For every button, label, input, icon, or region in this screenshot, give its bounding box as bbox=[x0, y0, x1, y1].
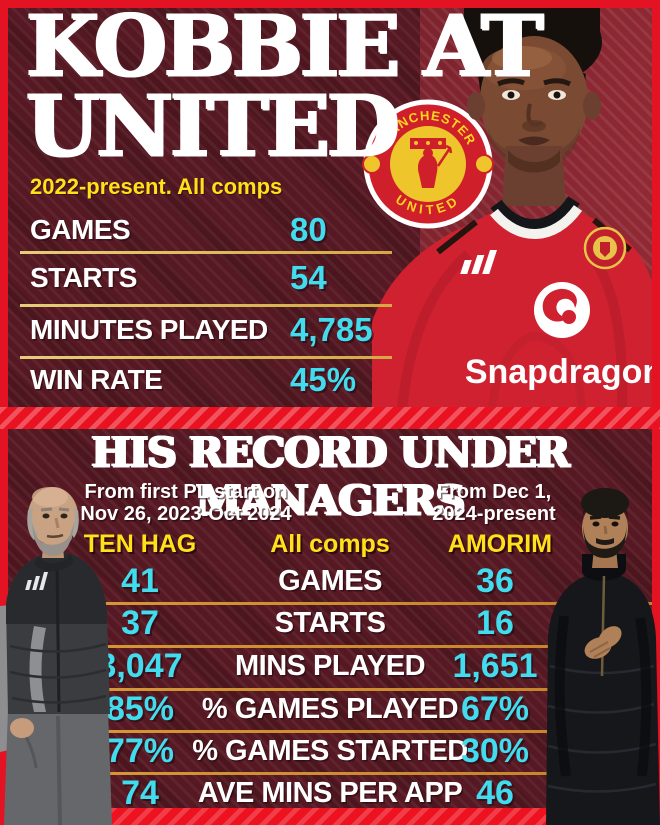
stat-label: STARTS bbox=[274, 606, 386, 639]
managers-row: 85% % GAMES PLAYED 67% bbox=[8, 688, 652, 730]
stat-label: AVE MINS PER APP bbox=[197, 776, 463, 809]
amorim-photo bbox=[546, 488, 660, 825]
page-subtitle: 2022-present. All comps bbox=[30, 174, 283, 199]
stat-label: GAMES bbox=[278, 564, 382, 597]
managers-section-title: HIS RECORD UNDER MANAGERS bbox=[91, 428, 569, 524]
managers-divider bbox=[8, 688, 652, 691]
managers-row: 3,047 MINS PLAYED 1,651 bbox=[8, 645, 652, 687]
career-row: WIN RATE 45% bbox=[22, 360, 394, 400]
managers-row: 77% % GAMES STARTED 30% bbox=[8, 730, 652, 772]
ten-hag-value: 85% bbox=[105, 689, 175, 728]
managers-divider bbox=[8, 772, 652, 775]
career-stat-value: 45% bbox=[290, 361, 357, 398]
managers-divider bbox=[8, 645, 652, 648]
career-divider bbox=[20, 304, 392, 307]
column-header-amorim: AMORIM bbox=[447, 530, 553, 558]
amorim-period-line2: 2024-present bbox=[432, 503, 556, 526]
career-row: MINUTES PLAYED 4,785 bbox=[22, 310, 394, 350]
career-stat-label: GAMES bbox=[30, 214, 131, 245]
ten-hag-value: 74 bbox=[121, 773, 159, 812]
stat-label: % GAMES STARTED bbox=[192, 734, 468, 767]
amorim-value: 16 bbox=[476, 603, 514, 642]
ten-hag-value: 77% bbox=[105, 731, 175, 770]
career-divider bbox=[20, 356, 392, 359]
kobbie-mainoo-photo: Snapdragon bbox=[372, 8, 652, 408]
managers-divider bbox=[8, 730, 652, 733]
section-divider-band bbox=[0, 407, 660, 429]
adidas-logo-icon bbox=[460, 250, 497, 274]
amorim-value: 46 bbox=[476, 773, 514, 812]
ten-hag-value: 41 bbox=[121, 561, 159, 600]
adidas-logo-icon bbox=[25, 572, 48, 590]
shirt-sponsor-text: Snapdragon bbox=[465, 353, 652, 391]
jersey-crest-patch-icon bbox=[583, 226, 627, 270]
career-stat-value: 4,785 bbox=[290, 311, 373, 348]
career-divider bbox=[20, 251, 392, 254]
stat-label: % GAMES PLAYED bbox=[201, 692, 459, 725]
amorim-value: 1,651 bbox=[452, 646, 538, 685]
managers-row: 37 STARTS 16 bbox=[8, 602, 652, 644]
career-stat-value: 80 bbox=[290, 211, 327, 248]
page-title-line2: UNITED bbox=[26, 76, 400, 175]
managers-row: 41 GAMES 36 bbox=[8, 560, 652, 602]
career-row: GAMES 80 bbox=[22, 210, 394, 250]
column-header-ten-hag: TEN HAG bbox=[83, 530, 197, 558]
amorim-value: 67% bbox=[460, 689, 530, 728]
career-row: STARTS 54 bbox=[22, 258, 394, 298]
managers-row: 74 AVE MINS PER APP 46 bbox=[8, 772, 652, 814]
bottom-red-strip bbox=[0, 808, 660, 825]
column-header-all-comps: All comps bbox=[270, 530, 390, 558]
frame-top bbox=[0, 0, 660, 8]
amorim-value: 36 bbox=[476, 561, 514, 600]
ten-hag-period: From first PL start on Nov 26, 2023-Oct … bbox=[72, 481, 300, 526]
career-stat-label: STARTS bbox=[30, 262, 137, 293]
stat-label: MINS PLAYED bbox=[234, 649, 426, 682]
ten-hag-value: 37 bbox=[121, 603, 159, 642]
ten-hag-period-line1: From first PL start on bbox=[84, 481, 288, 503]
career-stat-value: 54 bbox=[290, 259, 327, 296]
amorim-period: From Dec 1, 2024-present bbox=[418, 481, 570, 526]
managers-divider bbox=[8, 602, 652, 605]
amorim-period-line1: From Dec 1, bbox=[436, 481, 552, 503]
amorim-value: 30% bbox=[460, 731, 530, 770]
ten-hag-period-line2: Nov 26, 2023-Oct 2024 bbox=[80, 503, 292, 526]
man-united-crest-icon: MANCHESTER UNITED bbox=[362, 99, 494, 229]
ten-hag-value: 3,047 bbox=[97, 646, 183, 685]
snapdragon-logo-icon bbox=[534, 282, 590, 338]
page-title-line1: KOBBIE AT bbox=[26, 0, 544, 95]
career-stat-label: MINUTES PLAYED bbox=[30, 314, 268, 345]
ten-hag-photo bbox=[0, 487, 112, 825]
career-stat-label: WIN RATE bbox=[30, 364, 163, 395]
